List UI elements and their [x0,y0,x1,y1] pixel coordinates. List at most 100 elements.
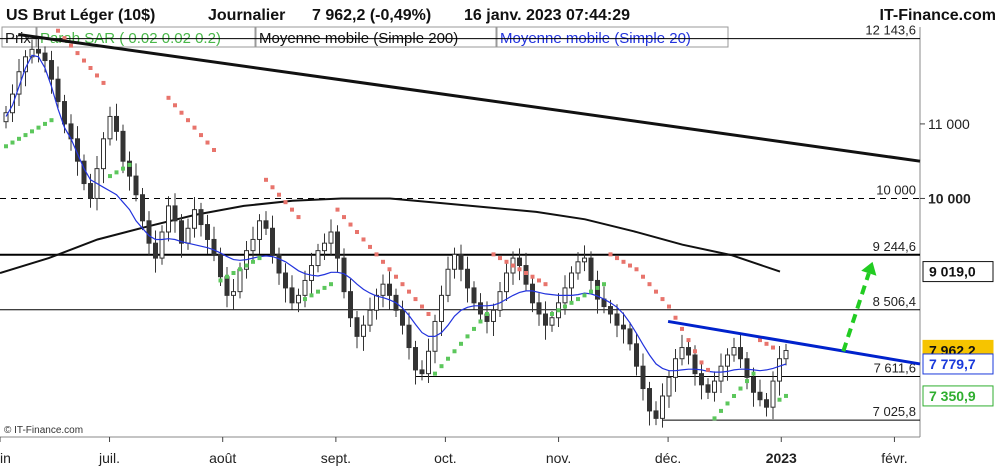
candle-body [387,283,392,296]
candle-body [172,205,178,222]
sar-dot-below [433,371,437,376]
candle-body [426,350,431,375]
candle-body [16,71,22,95]
sar-dot-above [355,230,359,234]
candle-body [445,268,451,296]
sar-dot-above [199,133,203,138]
candle-body [62,101,67,125]
sar-dot-above [699,360,704,365]
candle-body [634,343,639,367]
sar-dot-below [36,125,41,130]
sar-dot-below [595,285,600,290]
candle-body [49,60,54,80]
candle-body [309,265,314,281]
sar-dot-below [719,408,723,413]
candle-body [699,373,704,386]
candle-body [504,272,509,293]
price-change: 7 962,2 (-0,49%) [312,7,431,24]
sar-dot-above [426,312,431,316]
sar-dot-above [498,256,502,261]
candle-body [757,391,763,401]
sar-dot-below [589,289,593,294]
sar-dot-above [205,140,210,145]
sar-dot-above [270,185,275,190]
sar-dot-below [582,293,587,298]
legend-box-ma20 [496,26,729,48]
sar-dot-below [550,312,554,316]
candle-body [731,347,737,356]
sar-dot-above [764,341,769,346]
bullish-arrow-head [861,261,877,276]
sar-dot-above [75,51,80,56]
sar-dot-above [660,297,665,302]
sar-dot-above [368,244,372,249]
x-tick-label: sept. [321,450,351,466]
ma200-line [0,197,781,274]
candle-body [543,313,548,326]
sar-dot-above [348,222,353,227]
sar-dot-below [439,364,444,369]
candle-body [270,227,275,255]
sar-dot-below [121,166,125,171]
sar-dot-below [322,285,327,290]
candle-body [276,253,282,274]
candle-body [36,48,41,54]
candle-body [621,324,626,330]
sar-dot-above [179,110,184,115]
y-axis-ticks: 11 000 10 000 [920,116,971,206]
candle-body [127,160,132,177]
sar-dot-below [23,133,28,138]
candle-body [250,238,256,252]
candle-body [296,294,301,304]
sar-dot-above [693,349,697,354]
sar-dot-below [225,274,229,279]
bullish-arrow-shaft [841,272,871,352]
sar-dot-above [192,125,197,130]
sar-dot-below [108,174,112,179]
ma20-line [5,54,787,373]
sar-dot-above [283,200,288,205]
sar-dot-above [517,267,522,272]
sar-dot-above [101,80,106,85]
candle-body [640,365,646,390]
sar-dot-above [381,259,385,264]
sar-dot-below [316,289,320,294]
candle-body [608,306,613,315]
sar-dot-below [238,267,242,272]
trendlines-layer [18,32,921,366]
sar-dot-above [511,263,515,268]
candle-body [315,250,321,267]
candle-body [88,183,93,199]
level-label: 10 000 [876,182,916,197]
candle-body [406,324,412,349]
x-tick-label: oct. [434,450,457,466]
candle-body [348,291,353,319]
candle-body [367,309,373,326]
sar-dot-below [10,140,15,145]
candle-body [257,220,262,240]
candle-body [361,324,366,337]
candle-body [783,350,789,360]
sar-dot-below [478,319,483,324]
candle-body [491,309,496,322]
candle-body [530,283,535,304]
instrument-title: US Brut Léger (10$) [6,7,155,24]
candle-body [452,253,457,270]
candle-body [211,238,217,255]
sar-dot-above [641,274,645,279]
candle-body [55,78,61,103]
sar-dot-above [95,73,99,78]
sar-dot-above [186,118,190,123]
sar-dot-above [524,271,528,275]
candle-body [29,48,35,58]
sar-dot-above [264,177,268,182]
period-label: Journalier [208,7,285,24]
legend-box-ma200 [255,26,497,48]
sar-dot-above [686,338,691,343]
sar-dot-above [491,252,496,257]
candle-body [218,253,223,278]
sar-dot-below [465,334,470,339]
x-tick-label: nov. [546,450,571,466]
sar-dot-below [745,379,749,384]
